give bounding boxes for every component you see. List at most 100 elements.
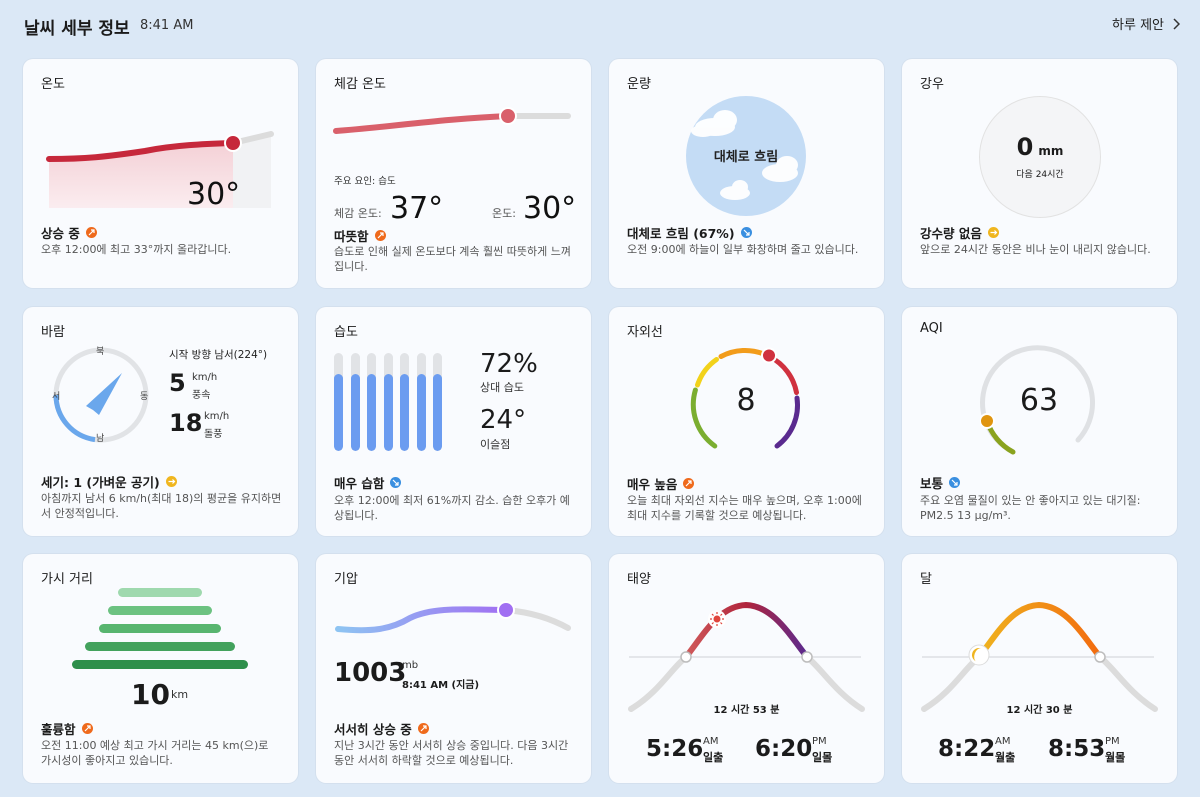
- status-description: 지난 3시간 동안 서서히 상승 중입니다. 다음 3시간 동안 서서히 하락할…: [334, 739, 569, 767]
- precipitation-unit: mm: [1038, 144, 1064, 158]
- moonset-ampm: PM: [1105, 736, 1120, 747]
- sunrise-label: 일출: [703, 751, 724, 764]
- compass-north: 북: [96, 347, 105, 357]
- status-description: 오늘 최대 자외선 지수는 매우 높으며, 오후 1:00에 최대 지수를 기록…: [627, 494, 862, 522]
- feels-like-label: 체감 온도:: [334, 207, 382, 220]
- moonrise-label: 월출: [995, 751, 1016, 764]
- visibility-card[interactable]: 가시 거리 10 km 훌륭함 오전 11:00 예상 최고 가시 거리는 45…: [23, 554, 298, 783]
- wind-direction-arrow: [86, 373, 122, 415]
- current-temp-marker: [224, 134, 242, 152]
- moon-card[interactable]: 달 12 시간 30 분 8:22 AM 월출 8:53 PM 월몰: [902, 554, 1177, 783]
- wind-card[interactable]: 바람 북 남 동 서 시작 방향 남서(224°) 5 km/h 풍속 18 k…: [23, 307, 298, 536]
- trend-up-icon: [417, 723, 429, 734]
- uv-index-marker: [761, 347, 777, 364]
- status-row: 보통: [920, 473, 961, 492]
- feels-like-trend-chart: [333, 107, 571, 134]
- sunrise-time: 5:26: [646, 736, 704, 762]
- temperature-trend-chart: [46, 131, 274, 208]
- status-description: 앞으로 24시간 동안은 비나 눈이 내리지 않습니다.: [920, 243, 1151, 256]
- card-title: 강우: [920, 77, 944, 92]
- daily-suggestion-label: 하루 제안: [1112, 18, 1164, 33]
- status-description: 오전 11:00 예상 최고 가시 거리는 45 km(으)로 가시성이 좋아지…: [41, 739, 269, 767]
- wind-gust-unit: km/h: [204, 411, 230, 422]
- visibility-value: 10: [131, 678, 170, 711]
- aqi-marker: [980, 413, 995, 429]
- visibility-graphic: [72, 588, 248, 669]
- status-row: 매우 습함: [334, 473, 402, 492]
- precipitation-amount: 0: [1016, 133, 1034, 161]
- uv-index-card[interactable]: 자외선 8 매우 높음 오늘 최대 자외선 지수는 매우 높으며, 오후 1:0…: [609, 307, 884, 536]
- daylight-duration: 12 시간 53 분: [713, 705, 780, 716]
- status-description: 주요 오염 물질이 있는 안 좋아지고 있는 대기질: PM2.5 13 µg/…: [920, 494, 1141, 522]
- page-time: 8:41 AM: [140, 18, 194, 33]
- humidity-bar: [350, 353, 360, 451]
- feels-like-value: 37°: [390, 191, 444, 226]
- wind-origin-direction: 시작 방향 남서(224°): [169, 349, 268, 361]
- aqi-card[interactable]: AQI 63 보통 주요 오염 물질이 있는 안 좋아지고 있는 대기질: PM…: [902, 307, 1177, 536]
- humidity-label: 상대 습도: [480, 381, 524, 394]
- wind-compass: [53, 347, 149, 443]
- precipitation-card[interactable]: 강우 0 mm 다음 24시간 강수량 없음 앞으로 24시간 동안은 비나 눈…: [902, 59, 1177, 288]
- feels-like-marker: [499, 107, 517, 125]
- humidity-bar-fill: [367, 374, 376, 451]
- humidity-card[interactable]: 습도 72% 상대 습도 24° 이슬점 매우 습함 오후 12:00에 최저 …: [316, 307, 591, 536]
- moonrise-ampm: AM: [995, 736, 1011, 747]
- cloud-cover-card[interactable]: 운량 대체로 흐림 대체로 흐림 (67%) 오전 9:00에 하늘이 일부 화…: [609, 59, 884, 288]
- card-title: 기압: [334, 572, 358, 587]
- status-label: 대체로 흐림 (67%): [627, 226, 735, 241]
- pressure-marker: [497, 601, 515, 619]
- dew-point-label: 이슬점: [480, 438, 511, 451]
- status-label: 보통: [920, 476, 944, 491]
- aqi-gauge: [980, 345, 1095, 455]
- sunrise-ampm: AM: [703, 736, 719, 747]
- trend-down-icon: [740, 227, 752, 238]
- humidity-bar-fill: [350, 374, 360, 451]
- trend-down-icon: [390, 477, 402, 488]
- compass-west: 서: [52, 392, 61, 402]
- status-label: 따뜻함: [334, 229, 369, 244]
- status-row: 따뜻함: [334, 226, 386, 245]
- moon-duration: 12 시간 30 분: [1006, 705, 1073, 716]
- status-label: 훌륭함: [41, 722, 76, 737]
- sun-icon: [708, 610, 726, 628]
- trend-up-icon: [683, 478, 695, 489]
- pressure-trend-chart: [335, 601, 571, 634]
- pressure-card[interactable]: 기압 1003 mb 8:41 AM (지금) 서서히 상승 중 지난 3시간 …: [316, 554, 591, 783]
- humidity-bar: [433, 353, 442, 451]
- trend-down-icon: [949, 477, 961, 488]
- status-row: 매우 높음: [627, 474, 695, 493]
- pressure-time: 8:41 AM (지금): [402, 680, 480, 691]
- card-title: 온도: [41, 77, 65, 92]
- compass-east: 동: [140, 392, 149, 402]
- card-title: 체감 온도: [334, 77, 386, 92]
- daily-suggestion-link[interactable]: 하루 제안: [1112, 14, 1180, 33]
- status-description: 오후 12:00에 최저 61%까지 감소. 습한 오후가 예상됩니다.: [334, 494, 570, 522]
- page-header: 날씨 세부 정보 8:41 AM 하루 제안: [24, 14, 1180, 39]
- sun-path-chart: [628, 601, 865, 712]
- humidity-bar: [400, 353, 409, 451]
- chevron-right-icon: [1173, 17, 1180, 30]
- card-title: 자외선: [627, 325, 663, 340]
- humidity-bar: [416, 353, 426, 451]
- wind-speed-label: 풍속: [192, 390, 211, 401]
- uv-index-value: 8: [736, 383, 756, 418]
- status-description: 오후 12:00에 최고 33°까지 올라갑니다.: [41, 243, 232, 256]
- precipitation-period: 다음 24시간: [1016, 170, 1064, 180]
- card-title: 습도: [334, 325, 358, 340]
- status-row: 강수량 없음: [920, 223, 999, 242]
- sun-card[interactable]: 태양 12 시간 53 분 5:26 AM 일출 6:20 PM 일몰: [609, 554, 884, 783]
- wind-speed-value: 5: [169, 369, 186, 397]
- aqi-value: 63: [1019, 383, 1059, 418]
- precipitation-amount-row: 0 mm: [979, 133, 1101, 161]
- card-title: 운량: [627, 77, 651, 92]
- temperature-value: 30°: [187, 177, 241, 212]
- page-title: 날씨 세부 정보: [24, 19, 130, 39]
- temperature-card[interactable]: 온도 30° 상승 중 오후 12:00에 최고 33°까지 올라갑니다.: [23, 59, 298, 288]
- card-title: 달: [920, 572, 932, 587]
- humidity-value: 72%: [480, 349, 538, 379]
- feels-like-card[interactable]: 체감 온도 주요 요인: 습도 체감 온도: 37° 온도: 30° 따뜻함 습…: [316, 59, 591, 288]
- card-title: 바람: [41, 325, 65, 340]
- moonset-time: 8:53: [1048, 736, 1106, 762]
- humidity-bar-fill: [416, 374, 426, 451]
- status-row: 훌륭함: [41, 719, 93, 738]
